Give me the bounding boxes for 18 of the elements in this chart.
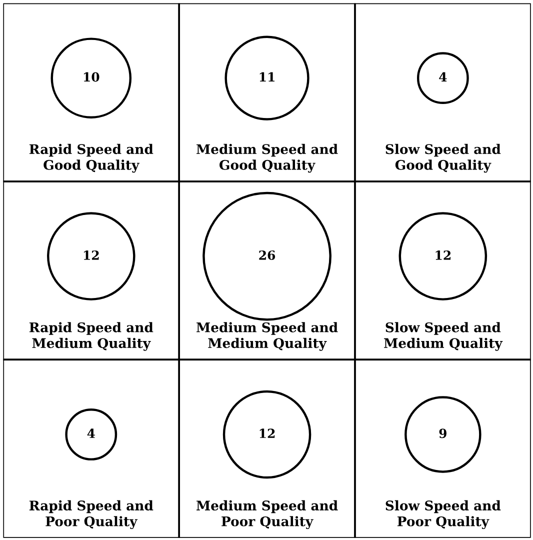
category-label: Slow Speed and Poor Quality	[386, 500, 501, 530]
category-label: Medium Speed and Poor Quality	[196, 500, 338, 530]
data-label: 12	[436, 250, 450, 260]
data-label: 12	[260, 428, 275, 438]
data-label: 26	[259, 250, 276, 260]
data-label: 4	[87, 428, 95, 438]
category-label: Slow Speed and Good Quality	[386, 144, 501, 173]
category-label: Slow Speed and Medium Quality	[384, 322, 503, 351]
data-label: 11	[260, 72, 274, 82]
data-label: 4	[439, 72, 447, 82]
data-label: 12	[84, 250, 99, 260]
data-label: 9	[439, 428, 446, 438]
category-label: Rapid Speed and Good Quality	[29, 144, 154, 173]
category-label: Rapid Speed and Medium Quality	[29, 322, 154, 351]
category-label: Medium Speed and Medium Quality	[196, 322, 338, 351]
category-label: Medium Speed and Good Quality	[196, 144, 338, 173]
data-label: 10	[84, 72, 100, 82]
category-label: Rapid Speed and Poor Quality	[29, 500, 154, 530]
